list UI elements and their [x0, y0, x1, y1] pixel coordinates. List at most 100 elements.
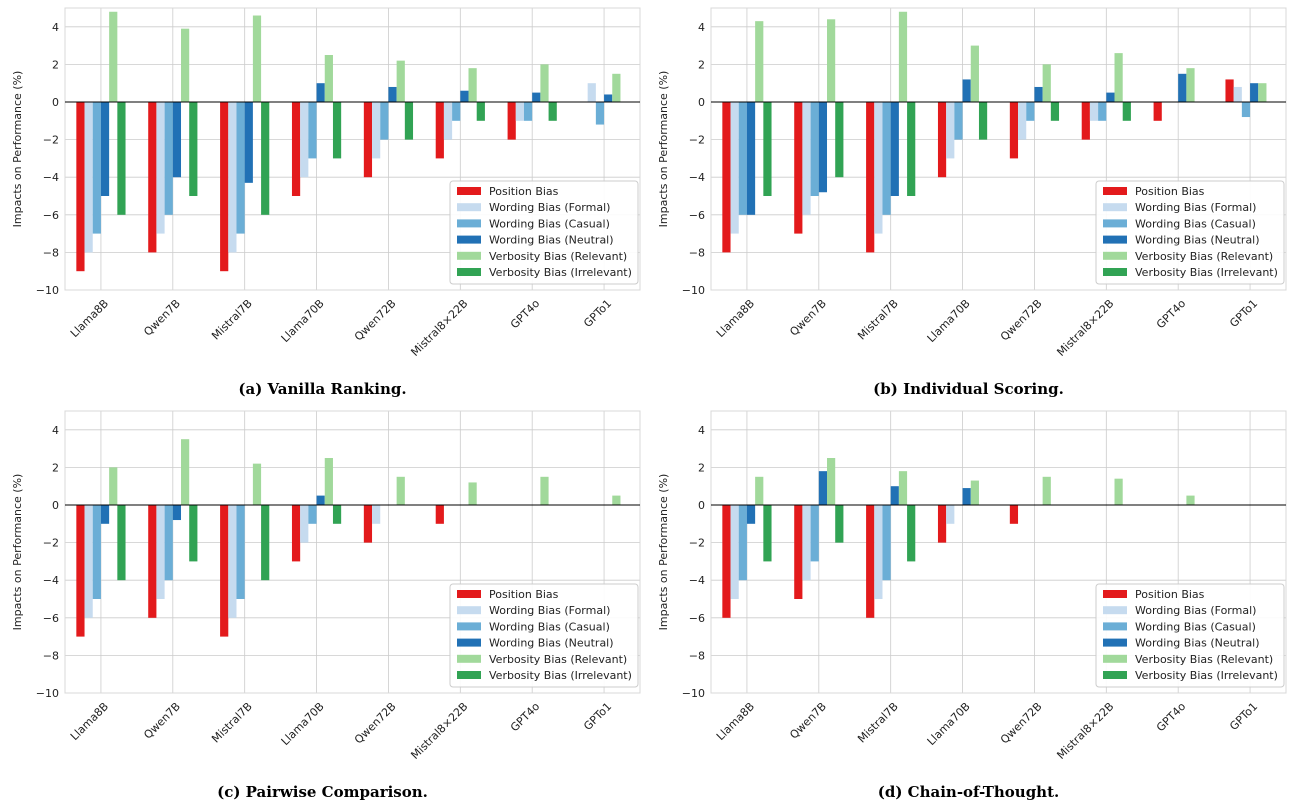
y-tick-label: 4 — [698, 424, 705, 437]
x-tick-label: Qwen7B — [141, 297, 183, 339]
bar — [172, 505, 182, 521]
bar — [148, 505, 157, 618]
chart-panel-vanilla-ranking: −10 −8 −6 −4 −2 0 2 4 Llama8B Qwen7B Mistral7B Llam… — [0, 0, 645, 402]
y-tick-label: −8 — [689, 649, 705, 662]
y-axis-label: Impacts on Performance (%) — [657, 474, 670, 631]
bar — [802, 102, 811, 215]
y-tick-label: 2 — [52, 58, 59, 71]
x-tick-label: Qwen72B — [352, 297, 399, 344]
legend-label: Wording Bias (Casual) — [1135, 620, 1256, 633]
bar — [1241, 102, 1251, 118]
x-tick-label: Qwen7B — [141, 700, 183, 742]
x-tick-label: GPTo1 — [581, 700, 614, 733]
bar — [970, 45, 979, 102]
legend-label: Verbosity Bias (Irrelevant) — [1135, 669, 1278, 682]
y-axis-label: Impacts on Performance (%) — [11, 474, 24, 631]
bar — [612, 73, 621, 102]
bar — [937, 505, 947, 543]
legend-label: Verbosity Bias (Relevant) — [1135, 250, 1273, 263]
legend-swatch — [1103, 235, 1127, 244]
plot-frame — [64, 7, 641, 291]
bar — [84, 505, 93, 618]
legend-label: Wording Bias (Formal) — [489, 604, 610, 617]
y-tick-label: 0 — [52, 96, 59, 109]
bar — [1042, 476, 1051, 505]
bar — [404, 102, 414, 140]
bar — [548, 102, 557, 121]
bar — [907, 505, 916, 562]
y-tick-label: 2 — [698, 461, 705, 474]
x-tick-label: Llama70B — [279, 297, 327, 345]
legend-label: Wording Bias (Casual) — [1135, 217, 1256, 230]
legend-swatch — [1103, 219, 1127, 228]
bar — [1042, 64, 1051, 102]
bar — [452, 102, 461, 121]
bar — [763, 505, 772, 562]
bar — [1186, 68, 1195, 102]
bar — [866, 102, 875, 253]
legend-swatch — [457, 671, 481, 679]
y-tick-label: −6 — [689, 612, 705, 625]
bar — [810, 102, 819, 196]
bar — [746, 505, 756, 524]
bar — [443, 102, 453, 140]
bar-chart: −10 −8 −6 −4 −2 0 2 4 Llama8B Qwen7B Mistral7B Llam… — [11, 7, 641, 359]
x-tick-label: Mistral7B — [209, 700, 255, 746]
y-tick-label: −4 — [689, 574, 705, 587]
y-tick-label: −4 — [689, 171, 705, 184]
bar — [866, 505, 875, 618]
x-tick-label: GPTo1 — [1227, 700, 1260, 733]
bar — [794, 505, 803, 599]
bar — [1089, 102, 1099, 121]
chart-caption: (a) Vanilla Ranking. — [238, 380, 407, 398]
bar — [92, 102, 101, 234]
plot-frame — [710, 410, 1287, 694]
bar — [612, 495, 621, 505]
y-tick-label: 2 — [698, 58, 705, 71]
bar — [100, 102, 110, 196]
legend-label: Verbosity Bias (Irrelevant) — [1135, 266, 1278, 279]
bar — [261, 505, 270, 581]
bar — [1026, 102, 1035, 121]
bar — [954, 102, 963, 140]
x-tick-label: Mistral7B — [855, 700, 901, 746]
bar — [962, 488, 971, 505]
bar — [587, 83, 596, 102]
y-tick-label: −6 — [43, 209, 59, 222]
bar — [818, 102, 828, 193]
bar — [476, 102, 485, 121]
x-tick-label: GPT4o — [1154, 297, 1189, 332]
bar — [818, 471, 828, 505]
bar — [730, 102, 739, 234]
bar — [595, 102, 605, 125]
bar — [540, 476, 549, 505]
bar — [515, 102, 524, 121]
bar — [1153, 102, 1162, 121]
bar — [291, 505, 301, 562]
bar — [172, 102, 182, 178]
legend-label: Wording Bias (Neutral) — [1135, 637, 1260, 650]
y-tick-label: −4 — [43, 171, 59, 184]
legend-swatch — [457, 251, 481, 260]
bar — [946, 102, 955, 159]
bar — [1081, 102, 1090, 140]
bar — [1050, 102, 1060, 121]
legend-label: Wording Bias (Casual) — [489, 217, 610, 230]
bar-chart: −10 −8 −6 −4 −2 0 2 4 Llama8B Qwen7B Mistral7B Llam… — [657, 7, 1287, 359]
x-tick-label: Llama8B — [68, 297, 111, 340]
bar — [252, 463, 262, 505]
bar — [755, 21, 764, 102]
x-tick-label: Mistral7B — [209, 297, 255, 343]
bar — [540, 64, 549, 102]
bar — [189, 102, 198, 196]
x-tick-label: Llama8B — [68, 700, 111, 743]
bar — [92, 505, 101, 599]
bar — [810, 505, 819, 562]
bar — [435, 102, 444, 159]
bar — [1018, 102, 1027, 140]
x-tick-label: Llama70B — [925, 700, 973, 748]
legend-label: Wording Bias (Formal) — [1135, 604, 1256, 617]
bar — [148, 102, 157, 253]
bar — [372, 102, 381, 159]
bar — [396, 60, 405, 102]
